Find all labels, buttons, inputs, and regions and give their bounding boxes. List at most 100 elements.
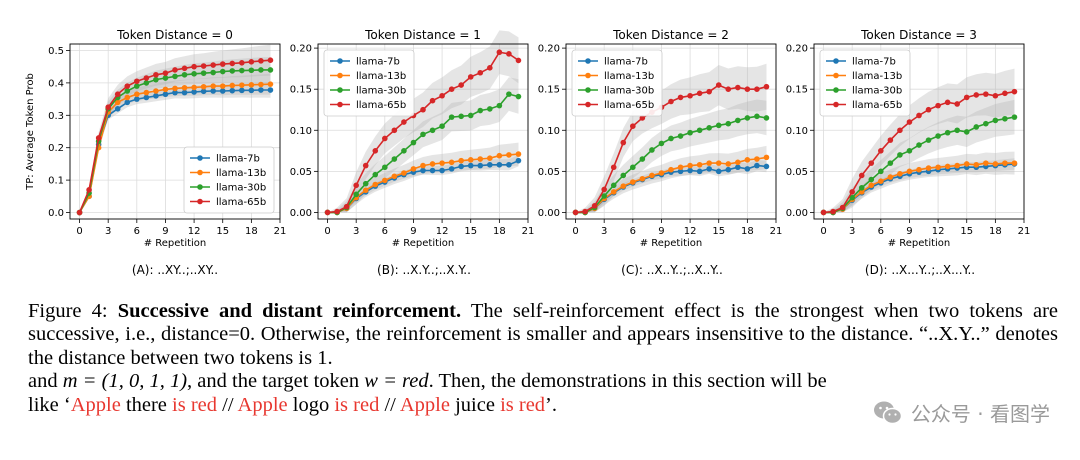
- legend-label-llama-65b: llama-65b: [852, 100, 902, 111]
- data-point-llama-7b: [515, 157, 522, 164]
- x-axis-label: # Repetition: [888, 238, 951, 249]
- data-point-llama-30b: [878, 168, 884, 175]
- data-point-llama-30b: [439, 123, 445, 129]
- data-point-llama-13b: [725, 161, 732, 167]
- data-point-llama-7b: [420, 167, 426, 174]
- data-point-llama-65b: [134, 78, 140, 85]
- data-point-llama-7b: [458, 163, 464, 170]
- axes-frame: [565, 43, 777, 220]
- chart-title: Token Distance = 3: [860, 28, 977, 42]
- y-tick-label: 0.1: [48, 176, 64, 187]
- legend: llama-7b llama-13b llama-30b llama-65b: [819, 49, 911, 117]
- error-band-llama-30b: [327, 77, 519, 213]
- is-red-token: is red: [172, 393, 218, 416]
- legend-label-llama-30b: llama-30b: [356, 86, 406, 97]
- data-point-llama-30b: [172, 73, 178, 80]
- legend-marker-llama-65b: [197, 198, 203, 205]
- x-tick-label: 12: [684, 226, 697, 237]
- data-point-llama-30b: [191, 71, 197, 77]
- y-tick-label: 0.15: [290, 85, 312, 96]
- legend-label-llama-13b: llama-13b: [852, 71, 902, 82]
- data-point-llama-30b: [715, 122, 722, 129]
- x-tick-label: 18: [493, 226, 506, 237]
- data-point-llama-30b: [763, 115, 770, 121]
- data-point-llama-7b: [143, 94, 150, 101]
- legend: llama-7b llama-13b llama-30b llama-65b: [323, 49, 415, 117]
- data-point-llama-13b: [763, 154, 770, 161]
- data-point-llama-65b: [439, 92, 445, 99]
- data-point-llama-30b: [906, 148, 913, 154]
- data-point-llama-65b: [372, 148, 379, 154]
- data-point-llama-7b: [744, 166, 751, 172]
- data-point-llama-13b: [954, 162, 960, 169]
- data-point-llama-30b: [668, 135, 674, 142]
- x-tick-label: 6: [134, 226, 140, 237]
- data-point-llama-13b: [515, 151, 522, 157]
- legend-marker-llama-13b: [197, 169, 203, 176]
- data-point-llama-30b: [887, 160, 894, 166]
- data-point-llama-65b: [248, 59, 255, 65]
- data-point-llama-7b: [134, 96, 140, 102]
- x-tick-label: 12: [188, 226, 201, 237]
- data-point-llama-7b: [467, 162, 474, 169]
- y-tick-label: 0.00: [786, 208, 808, 219]
- data-point-llama-65b: [992, 92, 999, 99]
- data-point-llama-13b: [362, 187, 369, 194]
- data-point-llama-30b: [229, 68, 236, 74]
- data-point-llama-65b: [401, 119, 407, 125]
- data-point-llama-30b: [983, 120, 989, 127]
- data-point-llama-13b: [868, 182, 875, 189]
- data-point-llama-13b: [410, 166, 417, 172]
- data-point-llama-13b: [677, 164, 684, 171]
- axes-frame: [813, 43, 1025, 220]
- data-point-llama-65b: [735, 84, 741, 91]
- data-point-llama-30b: [992, 117, 999, 124]
- legend-label-llama-7b: llama-7b: [356, 57, 400, 68]
- data-point-llama-7b: [153, 93, 159, 99]
- data-point-llama-13b: [467, 157, 474, 163]
- data-point-llama-65b: [506, 51, 512, 57]
- data-point-llama-65b: [897, 127, 903, 134]
- data-point-llama-7b: [725, 166, 732, 173]
- data-point-llama-30b: [353, 191, 359, 198]
- data-point-llama-13b: [191, 84, 197, 91]
- data-point-llama-13b: [878, 178, 884, 185]
- caption-line-2: and m = (1, 0, 1, 1), and the target tok…: [28, 370, 1058, 393]
- data-point-llama-30b: [620, 172, 627, 179]
- separator: //: [217, 393, 238, 416]
- data-point-llama-65b: [362, 162, 369, 169]
- x-axis-label: # Repetition: [640, 238, 703, 249]
- legend-label-llama-7b: llama-7b: [216, 154, 260, 165]
- legend-marker-llama-7b: [833, 58, 839, 64]
- data-point-llama-30b: [467, 112, 474, 119]
- data-point-llama-65b: [496, 49, 503, 56]
- panel-caption-a: (A): ..XY..;..XY..: [131, 263, 219, 277]
- data-point-llama-30b: [210, 69, 216, 76]
- x-tick-label: 6: [878, 226, 884, 237]
- data-point-llama-13b: [858, 189, 865, 195]
- data-point-llama-13b: [925, 165, 932, 171]
- data-point-llama-30b: [744, 115, 751, 121]
- data-point-llama-65b: [1002, 90, 1008, 97]
- data-point-llama-65b: [820, 209, 827, 216]
- x-tick-label: 9: [162, 226, 168, 237]
- data-point-llama-30b: [630, 164, 636, 171]
- y-tick-label: 0.20: [290, 44, 312, 55]
- data-point-llama-65b: [963, 94, 970, 101]
- chart-panel-3: 0 3 6 9 12 15 18 21 0.00 0.05 0.10 0.15 0.20 Token Di…: [538, 28, 783, 249]
- figure-label: Figure 4:: [28, 300, 118, 322]
- data-point-llama-65b: [620, 139, 627, 146]
- data-point-llama-7b: [229, 87, 236, 94]
- data-point-llama-13b: [487, 155, 493, 162]
- data-point-llama-65b: [239, 59, 245, 66]
- data-point-llama-7b: [191, 89, 197, 95]
- legend-marker-llama-13b: [585, 72, 591, 79]
- x-tick-label: 6: [382, 226, 388, 237]
- text-fragment: and: [28, 370, 63, 393]
- data-point-llama-65b: [105, 104, 111, 110]
- x-tick-label: 15: [712, 226, 725, 237]
- data-point-llama-7b: [239, 87, 245, 94]
- data-point-llama-65b: [754, 86, 760, 92]
- legend-label-llama-65b: llama-65b: [216, 197, 266, 208]
- data-point-llama-65b: [839, 204, 846, 211]
